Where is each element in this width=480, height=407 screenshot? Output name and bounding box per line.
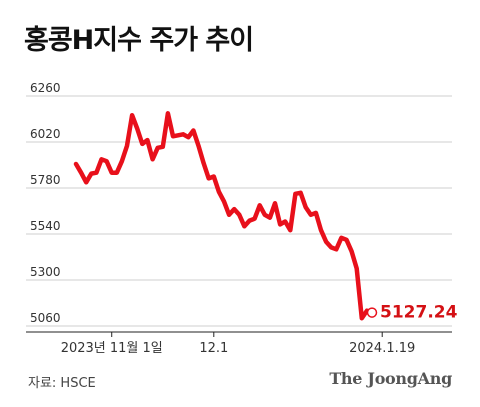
y-tick-label: 5060 [30, 311, 61, 325]
last-value-marker: 5127.24 [366, 303, 458, 323]
y-axis-ticks: 6260 6020 5780 5540 5300 5060 [30, 81, 61, 325]
grid-lines [26, 95, 452, 327]
last-point-marker [366, 307, 378, 318]
y-tick-label: 6020 [30, 127, 61, 141]
y-tick-label: 6260 [30, 81, 61, 95]
series-line [73, 111, 375, 321]
y-tick-label: 5540 [30, 219, 61, 233]
chart-title: 홍콩H지수 주가 추이 [24, 25, 254, 56]
brand-logo: The JoongAng [329, 369, 452, 388]
y-tick-label: 5300 [30, 265, 61, 279]
source-note: 자료: HSCE [28, 376, 96, 391]
series-group [73, 111, 375, 321]
x-tick-label: 2024.1.19 [349, 341, 415, 356]
line-chart: 6260 6020 5780 5540 5300 5060 2023년 11월 1일 12.… [26, 81, 458, 356]
x-axis: 2023년 11월 1일 12.1 2024.1.19 [26, 331, 452, 356]
last-value-label: 5127.24 [380, 303, 458, 323]
y-tick-label: 5780 [30, 173, 61, 187]
x-tick-label: 2023년 11월 1일 [61, 341, 163, 356]
x-tick-label: 12.1 [199, 341, 228, 356]
